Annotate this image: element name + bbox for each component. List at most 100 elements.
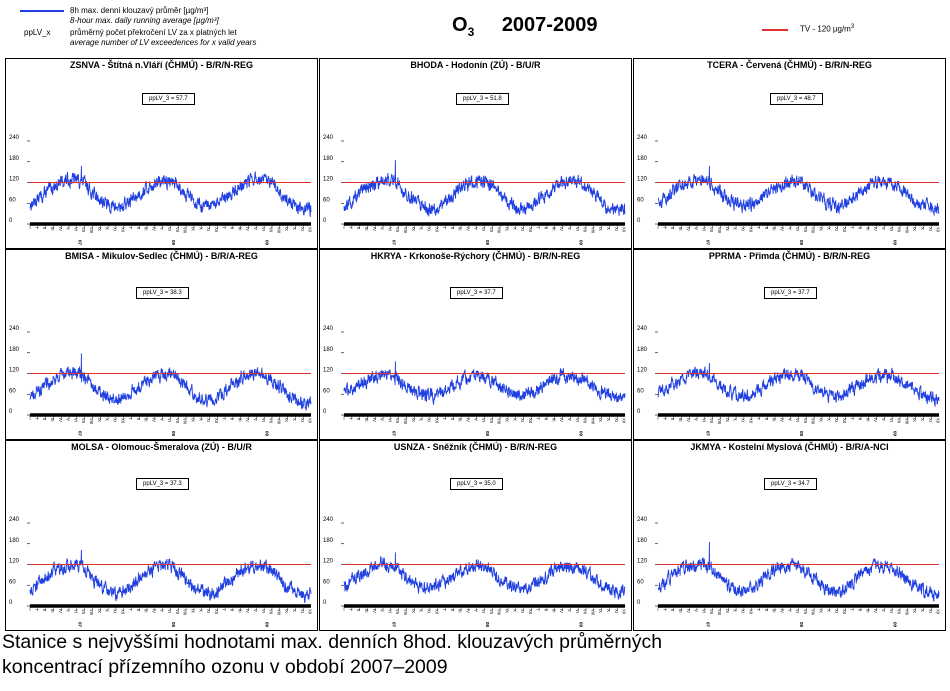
month-label: IX <box>725 418 730 422</box>
ozone-series-line <box>29 353 312 411</box>
y-tick-label: 0 <box>9 409 13 415</box>
month-label: V <box>567 609 572 612</box>
month-label: X <box>920 609 925 612</box>
month-label: XI <box>928 418 933 422</box>
month-label: IV <box>151 227 156 231</box>
month-label: VI <box>701 227 706 231</box>
month-label: VII <box>709 609 714 614</box>
month-label: XII <box>120 227 125 232</box>
month-label: XI <box>426 609 431 613</box>
year-label: 09 <box>893 240 898 246</box>
y-tick-label: 180 <box>637 538 648 544</box>
month-label: XII <box>528 418 533 423</box>
month-label: XII <box>434 227 439 232</box>
y-tick-label: 60 <box>637 388 644 394</box>
month-label: IX <box>411 227 416 231</box>
month-label: III <box>678 418 683 422</box>
month-label: IX <box>505 418 510 422</box>
month-label: IV <box>245 227 250 231</box>
month-label: III <box>551 609 556 613</box>
month-label: XI <box>426 227 431 231</box>
month-label: III <box>865 418 870 422</box>
month-label: X <box>606 227 611 230</box>
month-label: II <box>544 227 549 229</box>
month-label: VI <box>575 227 580 231</box>
month-label: XI <box>300 609 305 613</box>
month-label: VII <box>489 227 494 232</box>
month-label: IX <box>912 609 917 613</box>
month-label: XI <box>206 418 211 422</box>
target-value-legend: TV - 120 µg/m3 <box>762 24 854 34</box>
month-label: IV <box>559 418 564 422</box>
month-label: IV <box>245 609 250 613</box>
month-label: VII <box>175 609 180 614</box>
month-label: XI <box>520 609 525 613</box>
month-label: III <box>237 227 242 231</box>
month-label: XI <box>426 418 431 422</box>
month-label: VI <box>261 418 266 422</box>
month-label: IX <box>598 227 603 231</box>
station-panel: BMISA - Mikulov-Sedlec (ČHMÚ) - B/R/A-RE… <box>5 249 318 440</box>
month-label: XI <box>112 609 117 613</box>
month-label: VI <box>167 609 172 613</box>
month-label: XII <box>434 609 439 614</box>
month-label: V <box>567 227 572 230</box>
month-label: IX <box>819 418 824 422</box>
month-label: IX <box>191 227 196 231</box>
y-tick-label: 180 <box>637 156 648 162</box>
month-label: VI <box>575 418 580 422</box>
month-label: XII <box>748 227 753 232</box>
month-label: VI <box>73 609 78 613</box>
month-label: III <box>551 227 556 231</box>
month-label: IX <box>191 418 196 422</box>
month-label: VII <box>175 418 180 423</box>
month-label: VI <box>387 227 392 231</box>
month-label: IX <box>505 609 510 613</box>
month-label: VI <box>575 609 580 613</box>
month-label: IV <box>465 609 470 613</box>
month-label: V <box>473 227 478 230</box>
month-label: VIII <box>89 418 94 424</box>
month-label: V <box>694 418 699 421</box>
year-label: 07 <box>391 431 396 437</box>
month-label: I <box>536 227 541 228</box>
month-label: VI <box>167 418 172 422</box>
month-label: XII <box>214 418 219 423</box>
month-label: II <box>450 609 455 611</box>
legend-series-label: 8h max. denni klouzavý průměr [µg/m³] <box>70 6 209 15</box>
target-value-sup: 3 <box>850 24 855 30</box>
month-label: I <box>348 227 353 228</box>
figure-caption: Stanice s nejvyššími hodnotami max. denn… <box>2 630 662 680</box>
y-tick-label: 240 <box>323 135 334 141</box>
month-label: IV <box>779 418 784 422</box>
month-label: I <box>128 609 133 610</box>
y-tick-label: 120 <box>323 368 334 374</box>
month-label: V <box>473 418 478 421</box>
month-label: II <box>230 609 235 611</box>
month-label: VI <box>387 418 392 422</box>
month-label: II <box>858 418 863 420</box>
station-panel: PPRMA - Přimda (ČHMÚ) - B/R/N-REG 0 60 120 1… <box>633 249 946 440</box>
month-label: V <box>881 418 886 421</box>
month-label: V <box>66 609 71 612</box>
month-label: IV <box>372 418 377 422</box>
legend-pplv-desc-en: average number of LV exceedences for x v… <box>70 38 257 47</box>
month-label: XI <box>928 227 933 231</box>
month-label: XII <box>528 609 533 614</box>
month-label: IX <box>97 227 102 231</box>
month-label: I <box>850 227 855 228</box>
month-label: IV <box>465 227 470 231</box>
month-label: I <box>222 227 227 228</box>
month-label: IV <box>686 227 691 231</box>
month-label: V <box>787 609 792 612</box>
month-label: II <box>764 227 769 229</box>
year-label: 08 <box>485 622 490 628</box>
month-label: X <box>920 227 925 230</box>
station-panel: JKMYA - Kostelní Myslová (ČHMÚ) - B/R/A-… <box>633 440 946 631</box>
legend-series-label-en: 8-hour max. daily running average [µg/m³… <box>70 16 219 25</box>
y-tick-label: 180 <box>9 347 20 353</box>
y-tick-label: 0 <box>323 409 327 415</box>
month-label: VIII <box>89 227 94 233</box>
